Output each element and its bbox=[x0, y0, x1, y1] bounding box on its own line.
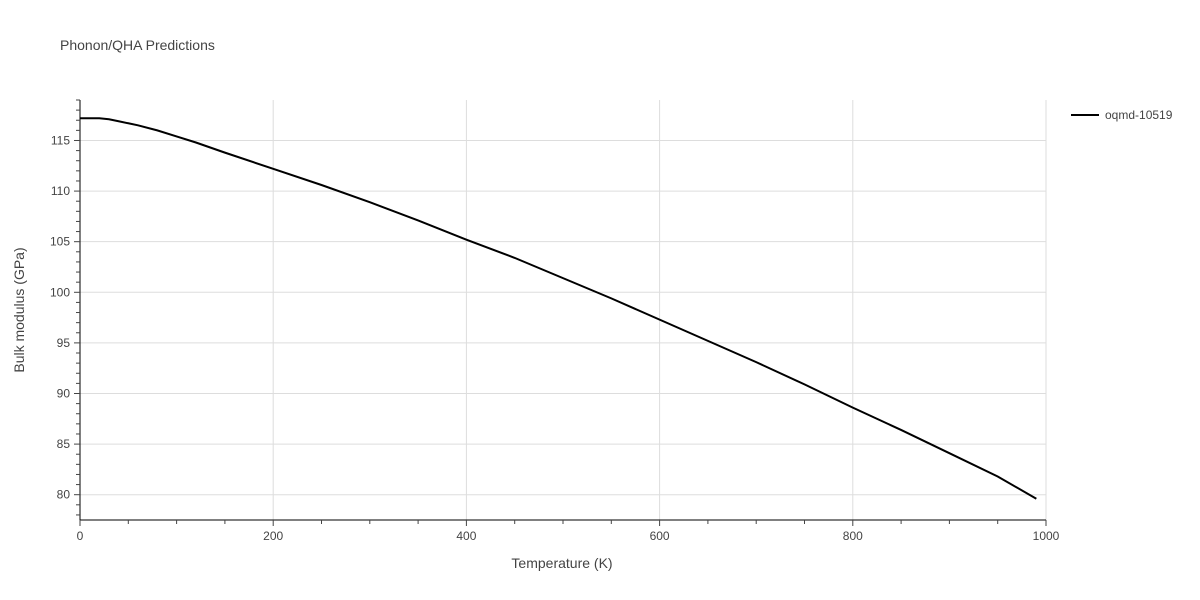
legend[interactable]: oqmd-10519 bbox=[1071, 108, 1173, 122]
y-axis-title: Bulk modulus (GPa) bbox=[11, 247, 27, 372]
y-tick-label: 100 bbox=[50, 285, 70, 299]
y-tick-label: 95 bbox=[57, 336, 71, 350]
x-tick-label: 0 bbox=[77, 529, 84, 543]
y-tick-label: 115 bbox=[51, 133, 70, 147]
y-tick-label: 105 bbox=[50, 235, 70, 249]
x-axis-title: Temperature (K) bbox=[511, 555, 612, 571]
x-tick-label: 1000 bbox=[1033, 529, 1060, 543]
x-tick-label: 200 bbox=[263, 529, 283, 543]
x-tick-label: 600 bbox=[650, 529, 670, 543]
y-tick-label: 110 bbox=[51, 184, 70, 198]
y-tick-label: 90 bbox=[57, 386, 71, 400]
axes-layer: 0 200 400 600 800 1000 80 85 90 95 100 105 110 115 bbox=[50, 99, 1060, 543]
legend-label[interactable]: oqmd-10519 bbox=[1105, 108, 1173, 122]
y-tick-label: 85 bbox=[57, 437, 71, 451]
series-line-oqmd-10519 bbox=[80, 117, 1037, 500]
series-layer bbox=[80, 117, 1037, 500]
x-tick-label: 400 bbox=[456, 529, 476, 543]
grid-layer bbox=[80, 100, 1047, 520]
x-tick-label: 800 bbox=[843, 529, 863, 543]
y-tick-label: 80 bbox=[57, 488, 71, 502]
chart-title: Phonon/QHA Predictions bbox=[60, 37, 215, 53]
